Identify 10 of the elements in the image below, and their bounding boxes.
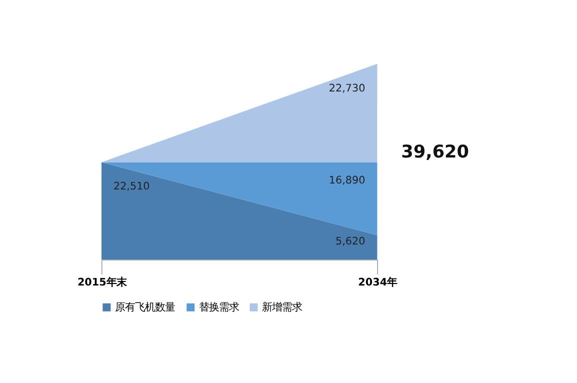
annotation: 39,620 (401, 142, 470, 162)
x-tick-label: 2034年 (358, 276, 398, 289)
data-label: 16,890 (328, 174, 366, 187)
legend-label: 原有飞机数量 (115, 302, 176, 314)
x-tick-label: 2015年末 (77, 276, 128, 289)
data-label: 22,510 (113, 180, 150, 193)
legend-label: 替换需求 (198, 302, 239, 314)
data-label: 22,730 (328, 82, 366, 95)
data-label: 5,620 (336, 236, 366, 248)
legend-label: 新增需求 (262, 302, 302, 314)
